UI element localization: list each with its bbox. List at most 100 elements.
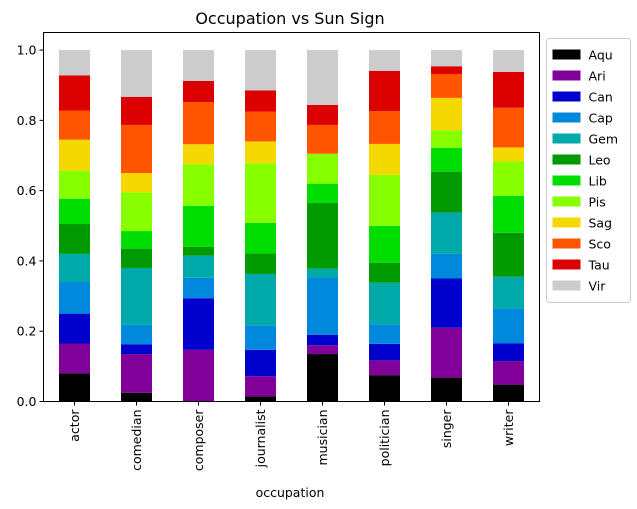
legend-label-lib: Lib bbox=[589, 174, 607, 189]
bar-segment-singer-can bbox=[431, 278, 462, 328]
x-tick-label-politician: politician bbox=[377, 410, 392, 467]
bar-segment-musician-ari bbox=[307, 345, 338, 355]
legend-label-can: Can bbox=[589, 90, 613, 105]
bar-segment-musician-gem bbox=[307, 268, 338, 278]
bar-segment-politician-can bbox=[369, 343, 400, 361]
bar-segment-politician-cap bbox=[369, 324, 400, 344]
bar-segment-singer-cap bbox=[431, 253, 462, 279]
legend-swatch-ari bbox=[552, 70, 581, 81]
bar-segment-musician-aqu bbox=[307, 354, 338, 402]
bar-segment-politician-leo bbox=[369, 262, 400, 283]
bar-segment-politician-tau bbox=[369, 70, 400, 112]
bar-segment-writer-can bbox=[493, 343, 524, 362]
bar-segment-comedian-gem bbox=[121, 267, 152, 325]
bar-segment-actor-leo bbox=[59, 224, 90, 254]
bar-segment-singer-pis bbox=[431, 130, 462, 148]
legend-label-vir: Vir bbox=[589, 279, 607, 294]
bar-segment-actor-pis bbox=[59, 170, 90, 199]
bar-segment-musician-leo bbox=[307, 202, 338, 269]
bar-segment-journalist-leo bbox=[245, 253, 276, 274]
bar-segment-singer-lib bbox=[431, 147, 462, 172]
legend-label-aqu: Aqu bbox=[589, 48, 613, 63]
bar-segment-singer-tau bbox=[431, 66, 462, 74]
bar-segment-musician-can bbox=[307, 334, 338, 346]
legend-frame bbox=[546, 38, 631, 303]
bar-segment-journalist-sco bbox=[245, 111, 276, 142]
legend-swatch-can bbox=[552, 91, 581, 102]
bar-segment-actor-sag bbox=[59, 139, 90, 171]
bar-segment-comedian-sco bbox=[121, 124, 152, 174]
bar-segment-musician-pis bbox=[307, 153, 338, 184]
bar-segment-journalist-aqu bbox=[245, 396, 276, 402]
legend-label-ari: Ari bbox=[589, 69, 606, 84]
bar-segment-politician-sag bbox=[369, 143, 400, 175]
bar-segment-comedian-cap bbox=[121, 324, 152, 345]
legend-swatch-vir bbox=[552, 280, 581, 291]
bar-segment-singer-vir bbox=[431, 50, 462, 67]
bar-segment-composer-gem bbox=[183, 255, 214, 278]
bar-segment-journalist-can bbox=[245, 349, 276, 377]
x-tick-label-comedian: comedian bbox=[129, 410, 144, 471]
bar-segment-politician-vir bbox=[369, 50, 400, 71]
legend-swatch-cap bbox=[552, 112, 581, 123]
bar-segment-actor-ari bbox=[59, 343, 90, 374]
bar-segment-composer-can bbox=[183, 298, 214, 350]
bar-segment-journalist-sag bbox=[245, 141, 276, 164]
legend-label-pis: Pis bbox=[589, 195, 606, 210]
bar-segment-writer-pis bbox=[493, 161, 524, 196]
y-tick-label: 0.8 bbox=[17, 113, 37, 128]
bar-segment-comedian-ari bbox=[121, 354, 152, 393]
y-tick-label: 0.0 bbox=[17, 394, 37, 409]
bars-group bbox=[59, 50, 524, 402]
bar-segment-composer-vir bbox=[183, 50, 214, 81]
legend-swatch-aqu bbox=[552, 49, 581, 60]
y-tick-label: 1.0 bbox=[17, 43, 37, 58]
bar-segment-actor-can bbox=[59, 313, 90, 344]
bar-segment-journalist-cap bbox=[245, 325, 276, 350]
bar-segment-singer-sco bbox=[431, 73, 462, 98]
x-axis-label: occupation bbox=[256, 485, 325, 500]
legend-label-gem: Gem bbox=[589, 132, 619, 147]
legend-swatch-leo bbox=[552, 154, 581, 165]
bar-segment-writer-sag bbox=[493, 147, 524, 162]
bar-segment-politician-ari bbox=[369, 360, 400, 376]
y-tick-label: 0.4 bbox=[17, 253, 37, 268]
x-tick-label-journalist: journalist bbox=[253, 409, 268, 468]
bar-segment-actor-vir bbox=[59, 50, 90, 76]
bar-segment-composer-sag bbox=[183, 144, 214, 165]
bar-segment-journalist-vir bbox=[245, 50, 276, 91]
bar-segment-singer-ari bbox=[431, 327, 462, 378]
bar-segment-politician-aqu bbox=[369, 375, 400, 402]
bar-segment-comedian-pis bbox=[121, 192, 152, 232]
bar-segment-composer-lib bbox=[183, 205, 214, 247]
bar-segment-comedian-leo bbox=[121, 248, 152, 268]
bar-segment-musician-lib bbox=[307, 183, 338, 203]
x-tick-label-singer: singer bbox=[439, 409, 454, 449]
bar-segment-politician-lib bbox=[369, 225, 400, 263]
bar-segment-comedian-can bbox=[121, 344, 152, 355]
bar-segment-comedian-vir bbox=[121, 50, 152, 97]
legend-swatch-gem bbox=[552, 133, 581, 144]
bar-segment-singer-gem bbox=[431, 212, 462, 254]
bar-segment-writer-leo bbox=[493, 232, 524, 277]
x-tick-label-writer: writer bbox=[501, 409, 516, 446]
bar-segment-actor-lib bbox=[59, 198, 90, 225]
chart-title: Occupation vs Sun Sign bbox=[195, 9, 384, 28]
bar-segment-writer-cap bbox=[493, 308, 524, 344]
bar-segment-actor-gem bbox=[59, 253, 90, 283]
x-axis: actor comedian composer journalist musician p… bbox=[67, 401, 516, 471]
bar-segment-composer-cap bbox=[183, 277, 214, 299]
legend-swatch-pis bbox=[552, 196, 581, 207]
y-tick-label: 0.6 bbox=[17, 183, 37, 198]
bar-segment-composer-tau bbox=[183, 80, 214, 103]
bar-segment-writer-sco bbox=[493, 107, 524, 148]
legend-swatch-lib bbox=[552, 175, 581, 186]
plot-frame bbox=[43, 32, 540, 402]
bar-segment-comedian-lib bbox=[121, 231, 152, 249]
bar-segment-comedian-sag bbox=[121, 173, 152, 193]
legend-label-sag: Sag bbox=[589, 216, 613, 231]
legend-label-tau: Tau bbox=[588, 258, 610, 273]
bar-segment-politician-gem bbox=[369, 282, 400, 325]
legend-label-cap: Cap bbox=[589, 111, 613, 126]
